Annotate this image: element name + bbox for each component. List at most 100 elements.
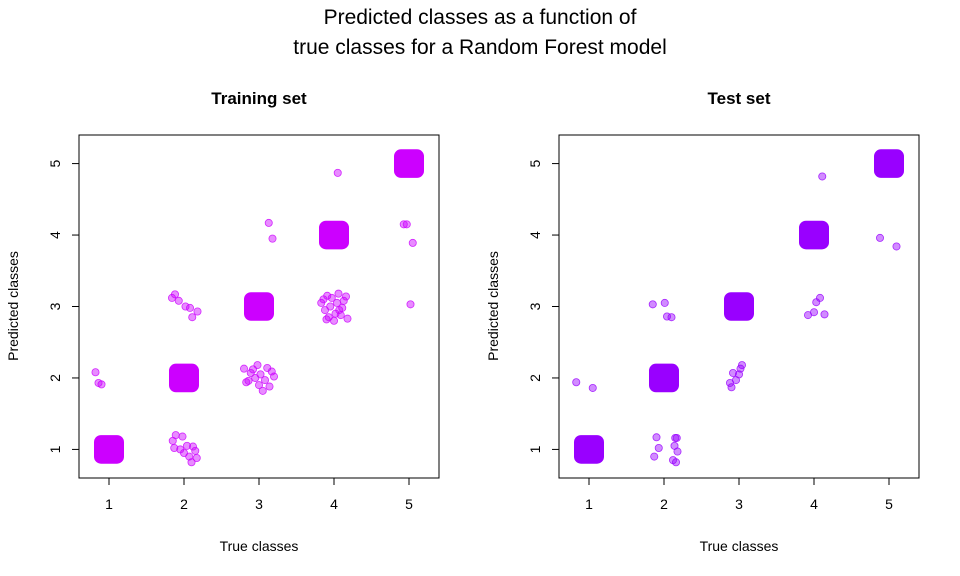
training-set-panel: Training set 1 2 3 4 5 1 2 3 4 5 True classes Pr… [5, 89, 440, 554]
y-tick-label: 5 [47, 159, 63, 167]
x-tick-label: 4 [330, 496, 338, 512]
x-tick-label: 1 [585, 496, 593, 512]
data-point [239, 364, 248, 373]
data-point [343, 314, 352, 323]
test-set-title: Test set [708, 89, 771, 108]
data-point [654, 443, 663, 452]
data-point [91, 368, 100, 377]
data-point [727, 383, 736, 392]
x-tick-label: 2 [660, 496, 668, 512]
data-point [193, 307, 202, 316]
data-point [188, 442, 197, 451]
data-point [876, 233, 885, 242]
data-point [588, 383, 597, 392]
y-tick-label: 1 [527, 445, 543, 453]
data-point [667, 313, 676, 322]
data-point [648, 300, 657, 309]
data-point [322, 315, 331, 324]
data-point [660, 298, 669, 307]
data-point [181, 302, 190, 311]
y-tick-label: 1 [47, 445, 63, 453]
y-tick-label: 5 [527, 159, 543, 167]
x-tick-label: 3 [255, 496, 263, 512]
data-point [260, 376, 269, 385]
x-tick-label: 5 [405, 496, 413, 512]
data-point [256, 370, 265, 379]
data-point [652, 433, 661, 442]
x-tick-label: 1 [105, 496, 113, 512]
data-point [335, 306, 344, 315]
x-tick-label: 5 [885, 496, 893, 512]
data-point [265, 382, 274, 391]
y-tick-label: 4 [47, 231, 63, 239]
data-point [892, 242, 901, 251]
dense-cluster-3 [244, 292, 274, 321]
data-point [170, 290, 179, 299]
data-point [192, 453, 201, 462]
data-point [264, 218, 273, 227]
data-point [326, 302, 335, 311]
dense-cluster-2 [169, 363, 199, 393]
data-point [244, 376, 253, 385]
data-point [329, 316, 338, 325]
training-x-axis: 1 2 3 4 5 [105, 478, 413, 512]
data-point [253, 361, 262, 370]
training-points [91, 149, 424, 467]
data-point [323, 291, 332, 300]
figure-title-line1: Predicted classes as a function of [324, 6, 637, 29]
data-point [402, 220, 411, 229]
dense-cluster-2 [649, 363, 679, 393]
dense-cluster-5 [874, 149, 904, 178]
y-tick-label: 3 [527, 302, 543, 310]
test-set-panel: Test set 1 2 3 4 5 1 2 3 4 5 True classes Predic… [485, 89, 920, 554]
data-point [327, 293, 336, 302]
training-x-axis-label: True classes [220, 538, 299, 554]
data-point [399, 220, 408, 229]
figure-title-line2: true classes for a Random Forest model [293, 36, 667, 59]
y-tick-label: 2 [47, 374, 63, 382]
data-point [406, 300, 415, 309]
data-point [738, 361, 747, 370]
data-point [333, 168, 342, 177]
data-point [258, 386, 267, 395]
data-point [339, 296, 348, 305]
x-tick-label: 2 [180, 496, 188, 512]
data-point [408, 238, 417, 247]
data-point [182, 441, 191, 450]
data-point [97, 380, 106, 389]
data-point [187, 458, 196, 467]
data-point [672, 458, 681, 467]
dense-cluster-4 [799, 220, 829, 250]
data-point [185, 303, 194, 312]
data-point [334, 289, 343, 298]
dense-cluster-3 [724, 292, 754, 321]
data-point [191, 446, 200, 455]
data-point [672, 433, 681, 442]
dense-cluster-5 [394, 149, 424, 178]
data-point [729, 368, 738, 377]
dense-cluster-1 [94, 435, 124, 464]
dense-cluster-4 [319, 220, 349, 250]
test-y-axis: 1 2 3 4 5 [527, 159, 559, 453]
test-x-axis-label: True classes [700, 538, 779, 554]
data-point [254, 381, 263, 390]
data-point [670, 441, 679, 450]
data-point [572, 378, 581, 387]
training-set-title: Training set [211, 89, 307, 108]
test-points [572, 149, 904, 467]
dense-cluster-1 [574, 435, 604, 464]
data-point [268, 234, 277, 243]
data-point [341, 292, 350, 301]
data-point [269, 372, 278, 381]
data-point [816, 293, 825, 302]
data-point [171, 431, 180, 440]
data-point [178, 432, 187, 441]
test-x-axis: 1 2 3 4 5 [585, 478, 893, 512]
data-point [170, 443, 179, 452]
data-point [174, 296, 183, 305]
training-y-axis-label: Predicted classes [5, 251, 21, 361]
data-point [818, 172, 827, 181]
data-point [810, 308, 819, 317]
test-y-axis-label: Predicted classes [485, 251, 501, 361]
